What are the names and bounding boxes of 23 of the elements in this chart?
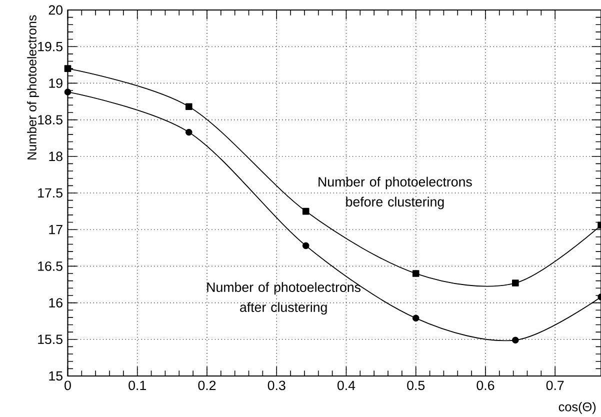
series-label: Number of photoelectrons before clustering	[318, 176, 472, 210]
x-tick-label: 0.1	[128, 380, 146, 390]
y-tick-label: 19.5	[38, 42, 62, 52]
x-tick-label: 0.4	[337, 380, 356, 390]
y-tick-label: 15	[49, 371, 62, 381]
x-axis-title: cos(Θ)	[558, 402, 596, 414]
y-tick-label: 16	[49, 298, 62, 308]
y-tick-label: 17.5	[38, 188, 62, 198]
series-label: Number of photoelectrons after clustering	[207, 282, 361, 315]
x-tick-label: 0.6	[476, 380, 494, 390]
x-tick-label: 0.3	[268, 380, 286, 390]
y-tick-label: 18	[49, 152, 62, 162]
x-tick-label: 0.5	[407, 380, 425, 390]
x-tick-label: 0	[64, 380, 71, 390]
y-tick-label: 15.5	[38, 334, 62, 344]
y-tick-label: 19	[49, 78, 62, 88]
y-tick-label: 17	[49, 224, 62, 234]
y-tick-label: 18.5	[38, 115, 62, 125]
x-tick-label: 0.2	[198, 380, 216, 390]
y-tick-label: 20	[48, 5, 63, 15]
y-axis-title: Number of photoelectrons	[27, 15, 39, 160]
x-tick-label: 0.7	[546, 380, 564, 390]
y-tick-label: 16.5	[38, 261, 62, 271]
